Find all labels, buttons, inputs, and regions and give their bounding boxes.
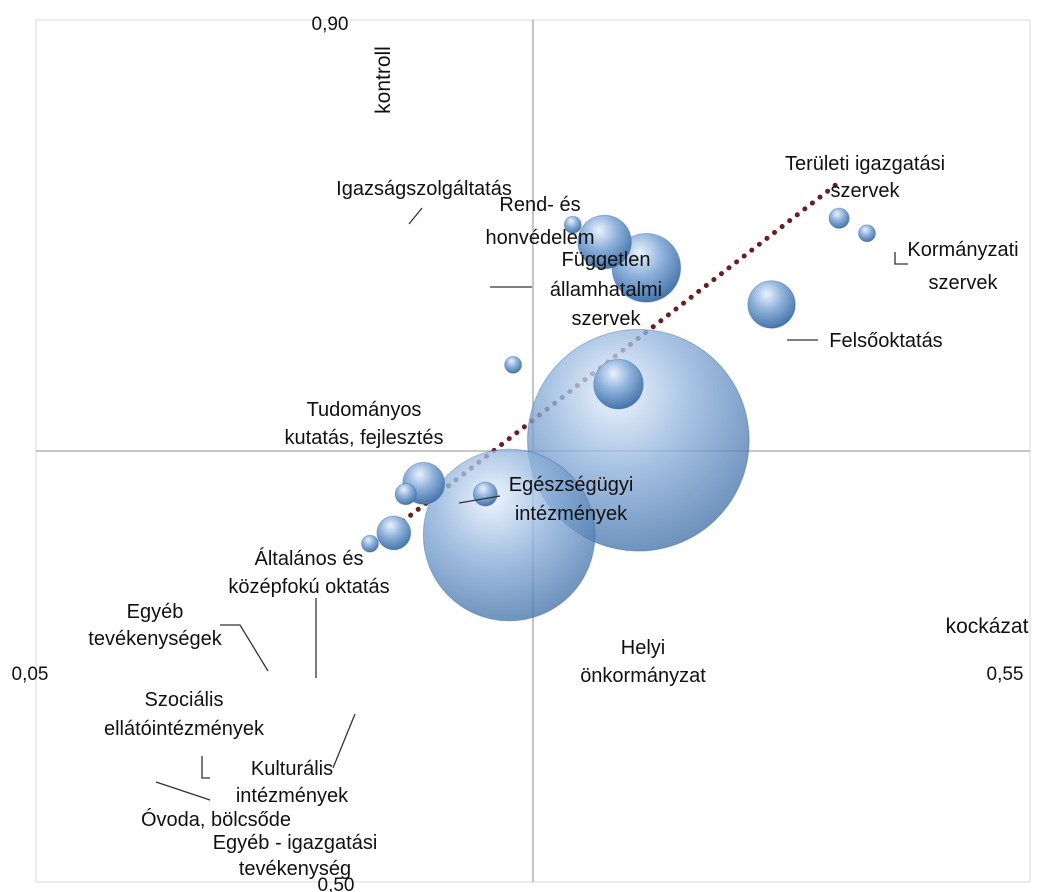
data-label-3-0: Rend- és bbox=[499, 194, 580, 216]
data-label-0-0: Területi igazgatási bbox=[785, 153, 945, 175]
bubble-11 bbox=[394, 482, 417, 506]
data-label-1-1: szervek bbox=[929, 272, 999, 294]
leader-line-13 bbox=[201, 756, 210, 779]
data-label-4-1: államhatalmi bbox=[550, 279, 662, 301]
bubble-13 bbox=[376, 515, 412, 551]
y-tick-min: 0,50 bbox=[318, 875, 355, 892]
bubble-1 bbox=[858, 224, 876, 243]
bubble-2 bbox=[563, 215, 582, 234]
leader-line-1 bbox=[894, 252, 908, 265]
data-label-10-1: tevékenységek bbox=[88, 628, 222, 650]
data-label-6-0: Tudományos bbox=[307, 399, 422, 421]
data-label-15-1: tevékenység bbox=[239, 858, 351, 880]
data-label-3-1: honvédelem bbox=[486, 227, 595, 249]
x-tick-max: 0,55 bbox=[987, 664, 1024, 685]
y-axis-title: kontroll bbox=[372, 46, 395, 114]
data-label-15-0: Egyéb - igazgatási bbox=[213, 832, 378, 854]
data-label-10-0: Egyéb bbox=[127, 601, 184, 623]
leader-line-2 bbox=[408, 207, 423, 225]
data-label-9-1: középfokú oktatás bbox=[228, 576, 389, 598]
data-label-13-1: ellátóintézmények bbox=[104, 718, 265, 740]
data-label-12-0: Kulturális bbox=[251, 758, 333, 780]
leader-line-12 bbox=[332, 713, 356, 769]
bubble-3 bbox=[577, 214, 632, 270]
bubble-9 bbox=[472, 481, 498, 507]
bubble-14 bbox=[361, 534, 379, 553]
bubble-7 bbox=[593, 358, 644, 410]
bubble-5 bbox=[747, 280, 796, 329]
data-label-0-1: szervek bbox=[831, 180, 901, 202]
data-label-13-0: Szociális bbox=[145, 689, 224, 711]
x-tick-min: 0,05 bbox=[12, 664, 49, 685]
leader-line-14 bbox=[155, 781, 211, 801]
data-label-8-0: Helyi bbox=[621, 637, 665, 659]
bubble-12 bbox=[422, 448, 596, 622]
data-label-2-0: Igazságszolgáltatás bbox=[336, 178, 512, 200]
leader-line-7 bbox=[458, 495, 501, 504]
data-label-14-0: Óvoda, bölcsőde bbox=[141, 808, 291, 831]
data-label-8-1: önkormányzat bbox=[580, 665, 706, 687]
data-label-12-1: intézmények bbox=[236, 785, 349, 807]
y-tick-max: 0,90 bbox=[312, 14, 349, 35]
data-label-6-1: kutatás, fejlesztés bbox=[285, 427, 444, 449]
x-axis-title: kockázat bbox=[946, 615, 1029, 638]
data-label-5-0: Felsőoktatás bbox=[829, 330, 942, 352]
data-label-9-0: Általános és bbox=[255, 547, 364, 570]
data-label-4-2: szervek bbox=[572, 308, 642, 330]
data-label-4-0: Független bbox=[562, 249, 651, 271]
data-label-7-1: intézmények bbox=[515, 503, 628, 525]
leader-line-10 bbox=[220, 624, 269, 672]
bubble-0 bbox=[828, 207, 850, 229]
data-label-1-0: Kormányzati bbox=[907, 239, 1018, 261]
data-label-7-0: Egészségügyi bbox=[509, 474, 634, 496]
bubble-6 bbox=[504, 355, 523, 374]
